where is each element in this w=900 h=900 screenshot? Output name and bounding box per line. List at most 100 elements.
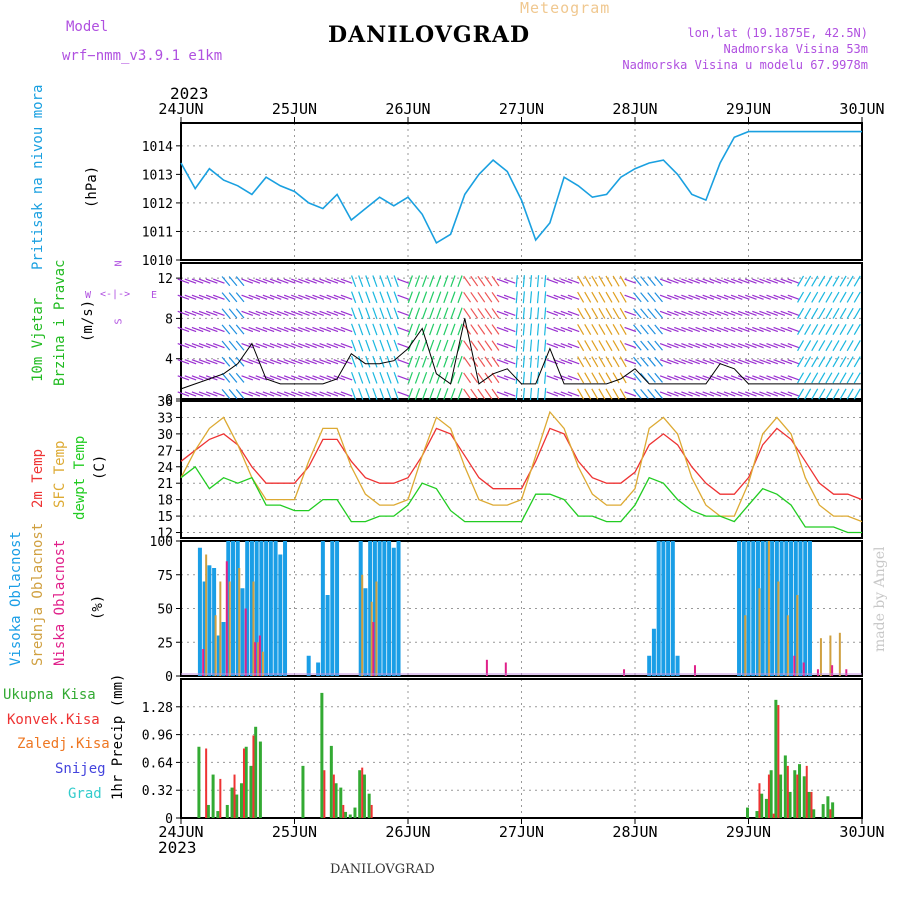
wind-arrow (567, 326, 580, 333)
wind-arrow (305, 342, 317, 349)
wind-arrow (674, 294, 686, 300)
wind-arrow (605, 323, 613, 335)
precip-conv-bar (242, 748, 245, 818)
wind-arrow (619, 356, 627, 368)
wind-arrow (255, 294, 268, 300)
wind-arrow (276, 391, 289, 397)
cloud-high-bar (235, 541, 240, 676)
wind-arrow (730, 391, 743, 397)
wind-arrow (737, 310, 750, 316)
wind-arrow (695, 310, 708, 316)
wind-arrow (333, 342, 346, 349)
wind-arrow (372, 339, 378, 352)
wind-arrow (846, 340, 854, 352)
cloud-high-bar (273, 541, 278, 676)
wind-arrow (723, 359, 736, 365)
wind-arrow (624, 375, 637, 381)
wind-arrow (365, 339, 371, 352)
ytick-label: 21 (157, 477, 173, 492)
wind-arrow (529, 323, 533, 336)
wind-arrow (319, 294, 332, 300)
cloud-low-bar (258, 635, 261, 676)
wind-arrow (737, 294, 750, 300)
wind-arrow (797, 275, 805, 287)
wind-arrow (484, 356, 493, 367)
cloud-high-bar (661, 541, 666, 676)
cloud-high-bar (651, 628, 656, 676)
wind-arrow (659, 294, 672, 300)
wind-arrow (681, 391, 693, 397)
wind-arrow (393, 307, 399, 320)
wind-arrow (681, 294, 693, 300)
wind-arrow (177, 359, 190, 365)
cloud-high-bar (330, 541, 335, 676)
wind-arrow (624, 310, 637, 316)
precip-conv-bar (810, 791, 813, 818)
wind-arrow (421, 307, 428, 320)
wind-arrow (536, 323, 540, 336)
wind-arrow (198, 278, 211, 284)
wind-arrow (546, 391, 559, 397)
temp-dewpt-line (180, 465, 862, 534)
wind-arrow (235, 308, 245, 319)
wind-arrow (184, 375, 197, 381)
wind-arrow (745, 278, 757, 284)
wind-arrow (804, 275, 812, 287)
wind-arrow (298, 326, 310, 333)
wind-arrow (291, 375, 303, 381)
precip-total-bar (230, 787, 234, 818)
wind-arrow (624, 294, 637, 300)
wind-arrow (695, 375, 708, 381)
wind-arrow (212, 294, 225, 300)
wind-arrow (319, 310, 332, 316)
wind-arrow (567, 294, 580, 300)
wind-arrow (326, 294, 339, 300)
pressure-line (180, 130, 862, 245)
precip-legend-total: Ukupna Kisa (3, 687, 96, 703)
wind-arrow (702, 359, 715, 365)
wind-arrow (421, 275, 428, 287)
cloud-high-bar (212, 568, 217, 676)
wind-arrow (276, 278, 289, 284)
wind-arrow (515, 371, 518, 384)
wind-arrow (450, 275, 456, 287)
wind-arrow (780, 359, 793, 365)
wind-arrow (633, 356, 642, 367)
wind-arrow (358, 275, 364, 287)
wind-arrow (745, 375, 757, 381)
wind-arrow (221, 276, 231, 287)
wind-arrow (235, 324, 245, 335)
wind-arrow (773, 310, 786, 316)
precip-total-bar (344, 811, 348, 818)
wind-arrow (674, 359, 686, 365)
wind-arrow (647, 340, 656, 351)
wind-arrow (305, 294, 317, 300)
day-label-bottom: 27JUN (499, 823, 544, 841)
wind-arrow (759, 326, 771, 333)
wind-arrow (212, 310, 225, 316)
wind-arrow (619, 340, 627, 352)
pressure-unit-label: (hPa) (84, 165, 100, 208)
wind-arrow (450, 388, 456, 400)
wind-arrow (759, 375, 771, 381)
wind-arrow (184, 310, 197, 316)
wind-arrow (752, 342, 764, 349)
ytick-label: 0.32 (142, 784, 173, 799)
wind-arrow (846, 356, 854, 368)
wind-arrow (766, 326, 778, 333)
wind-arrow (358, 323, 364, 336)
wind-arrow (283, 310, 296, 316)
wind-arrow (298, 342, 310, 349)
wind-arrow (773, 278, 786, 284)
wind-arrow (358, 291, 364, 304)
wind-arrow (491, 388, 500, 400)
wind-arrow (654, 372, 663, 383)
wind-arrow (397, 342, 410, 349)
cloud-high-bar (231, 541, 236, 676)
ytick-label: 24 (157, 461, 173, 476)
model-altitude: Nadmorska Visina u modelu 67.9978m (622, 58, 868, 72)
wind-arrow (241, 391, 254, 397)
wind-arrow (177, 278, 190, 284)
wind-arrow (624, 391, 637, 397)
